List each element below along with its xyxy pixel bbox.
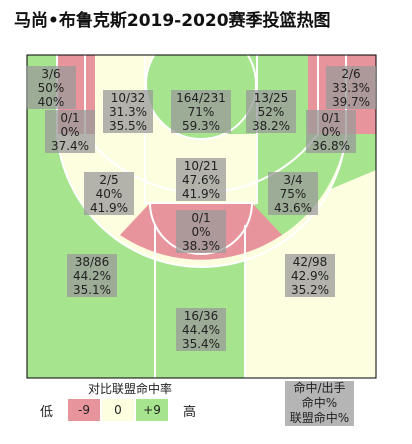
zone-fg-pct: 44.4% [182, 323, 220, 337]
zone-label-box [103, 90, 153, 133]
zone-fg-pct: 33.3% [332, 81, 370, 95]
zone-fg-pct: 52% [258, 105, 285, 119]
zone-label-box [176, 210, 226, 253]
zone-league-pct: 35.5% [109, 119, 147, 133]
zone-made-attempts: 0/1 [60, 111, 79, 125]
zone-made-attempts: 3/6 [41, 67, 60, 81]
zone-fg-pct: 0% [60, 125, 79, 139]
zone-label-box [246, 90, 296, 133]
zone-league-pct: 35.1% [73, 283, 111, 297]
zone-label-left-baseline-mid: 0/10%37.4% [45, 110, 95, 153]
legend-below-swatch: -9 [68, 399, 100, 421]
zone-league-pct: 43.6% [274, 201, 312, 215]
chart-title: 马尚•布鲁克斯2019-2020赛季投篮热图 [14, 11, 331, 31]
zone-league-pct: 40% [38, 95, 65, 109]
zone-made-attempts: 0/1 [321, 111, 340, 125]
zone-made-attempts: 2/6 [341, 67, 360, 81]
zone-made-attempts: 0/1 [191, 211, 210, 225]
zone-label-top-key-mid: 0/10%38.3% [176, 210, 226, 253]
zone-made-attempts: 13/25 [254, 91, 289, 105]
zone-league-pct: 39.7% [332, 95, 370, 109]
zone-made-attempts: 16/36 [184, 309, 219, 323]
zone-label-box [176, 308, 226, 351]
zone-fg-pct: 44.2% [73, 269, 111, 283]
zone-label-box [306, 110, 356, 153]
label-key: 命中/出手 命中% 联盟命中% [285, 381, 354, 426]
legend-above-swatch: +9 [136, 399, 168, 421]
zone-league-pct: 36.8% [312, 139, 350, 153]
zone-fg-pct: 40% [96, 187, 123, 201]
zone-label-box [268, 172, 318, 215]
zone-label-box [67, 254, 117, 297]
zone-league-pct: 41.9% [182, 187, 220, 201]
zone-label-right-baseline-mid: 0/10%36.8% [306, 110, 356, 153]
legend: 对比联盟命中率 低 -9 0 +9 高 [40, 380, 200, 430]
zone-fg-pct: 75% [280, 187, 307, 201]
zone-label-left-corner-3: 3/650%40% [26, 66, 76, 109]
zone-fg-pct: 0% [321, 125, 340, 139]
legend-low-label: 低 [40, 405, 54, 420]
zone-league-pct: 41.9% [90, 201, 128, 215]
zone-label-box [176, 158, 226, 201]
zone-fg-pct: 47.6% [182, 173, 220, 187]
zone-label-box [26, 66, 76, 109]
zone-fg-pct: 71% [188, 105, 215, 119]
key-fg-pct: 命中% [301, 396, 338, 410]
zone-fg-pct: 42.9% [291, 269, 329, 283]
zone-label-box [84, 172, 134, 215]
zone-fg-pct: 31.3% [109, 105, 147, 119]
legend-title: 对比联盟命中率 [87, 382, 172, 396]
zone-made-attempts: 10/21 [184, 159, 219, 173]
key-made-attempts: 命中/出手 [293, 381, 346, 395]
zone-label-box [171, 90, 231, 133]
zone-league-pct: 37.4% [51, 139, 89, 153]
zone-label-right-elbow-mid: 3/475%43.6% [268, 172, 318, 215]
zone-made-attempts: 42/98 [293, 255, 328, 269]
zone-label-box [45, 110, 95, 153]
legend-average-swatch: 0 [102, 399, 134, 421]
zone-fg-pct: 50% [38, 81, 65, 95]
legend-high-label: 高 [183, 405, 197, 420]
zone-made-attempts: 164/231 [176, 91, 226, 105]
zone-label-left-elbow-mid: 2/540%41.9% [84, 172, 134, 215]
zone-made-attempts: 10/32 [111, 91, 146, 105]
key-league-pct: 联盟命中% [289, 411, 350, 425]
zone-league-pct: 59.3% [182, 119, 220, 133]
zone-league-pct: 38.2% [252, 119, 290, 133]
zone-label-right-corner-3: 2/633.3%39.7% [326, 66, 376, 109]
zone-label-box [285, 254, 335, 297]
zone-made-attempts: 38/86 [75, 255, 110, 269]
zone-made-attempts: 3/4 [283, 173, 302, 187]
zone-league-pct: 38.3% [182, 239, 220, 253]
zone-label-box [326, 66, 376, 109]
zone-made-attempts: 2/5 [99, 173, 118, 187]
zone-fg-pct: 0% [191, 225, 210, 239]
zone-league-pct: 35.2% [291, 283, 329, 297]
zone-league-pct: 35.4% [182, 337, 220, 351]
